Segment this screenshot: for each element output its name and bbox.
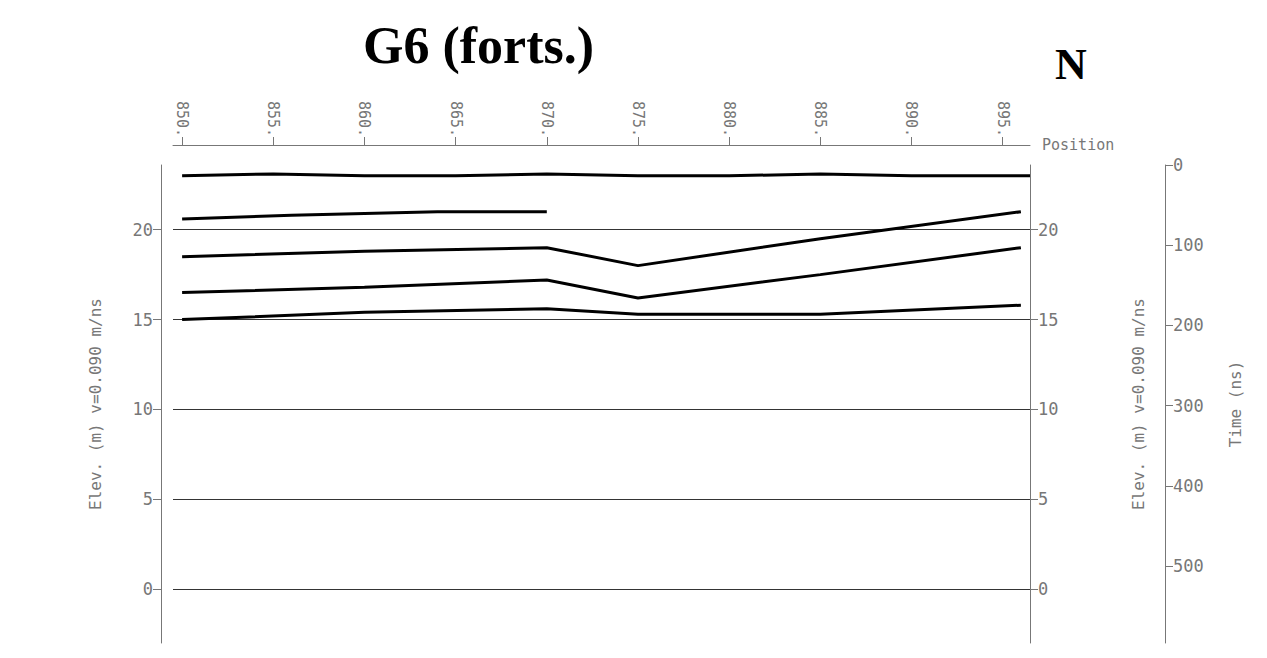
svg-text:100: 100 xyxy=(1173,235,1204,255)
svg-text:Elev. (m) v=0.090 m/ns: Elev. (m) v=0.090 m/ns xyxy=(86,298,105,510)
svg-text:885.: 885. xyxy=(811,101,829,137)
svg-text:300: 300 xyxy=(1173,396,1204,416)
svg-text:20: 20 xyxy=(1038,220,1058,240)
svg-text:860.: 860. xyxy=(355,101,373,137)
svg-text:15: 15 xyxy=(133,310,153,330)
svg-text:Position: Position xyxy=(1042,136,1114,154)
svg-text:10: 10 xyxy=(1038,399,1058,419)
svg-text:500: 500 xyxy=(1173,556,1204,576)
svg-text:865.: 865. xyxy=(447,101,465,137)
svg-text:855.: 855. xyxy=(264,101,282,137)
svg-text:400: 400 xyxy=(1173,476,1204,496)
svg-text:15: 15 xyxy=(1038,310,1058,330)
svg-text:G6 (forts.): G6 (forts.) xyxy=(363,17,594,75)
svg-text:5: 5 xyxy=(143,489,153,509)
svg-text:880.: 880. xyxy=(720,101,738,137)
svg-text:890.: 890. xyxy=(902,101,920,137)
svg-text:0: 0 xyxy=(1173,155,1183,175)
svg-text:N: N xyxy=(1055,40,1087,89)
svg-text:0: 0 xyxy=(143,579,153,599)
svg-text:200: 200 xyxy=(1173,315,1204,335)
svg-text:870.: 870. xyxy=(538,101,556,137)
svg-text:20: 20 xyxy=(133,220,153,240)
svg-text:Time (ns): Time (ns) xyxy=(1226,361,1245,448)
svg-text:Elev. (m) v=0.090 m/ns: Elev. (m) v=0.090 m/ns xyxy=(1129,298,1148,510)
svg-text:10: 10 xyxy=(133,399,153,419)
svg-text:875.: 875. xyxy=(629,101,647,137)
svg-text:0: 0 xyxy=(1038,579,1048,599)
svg-text:5: 5 xyxy=(1038,489,1048,509)
svg-text:895.: 895. xyxy=(994,101,1012,137)
svg-text:850.: 850. xyxy=(173,101,191,137)
